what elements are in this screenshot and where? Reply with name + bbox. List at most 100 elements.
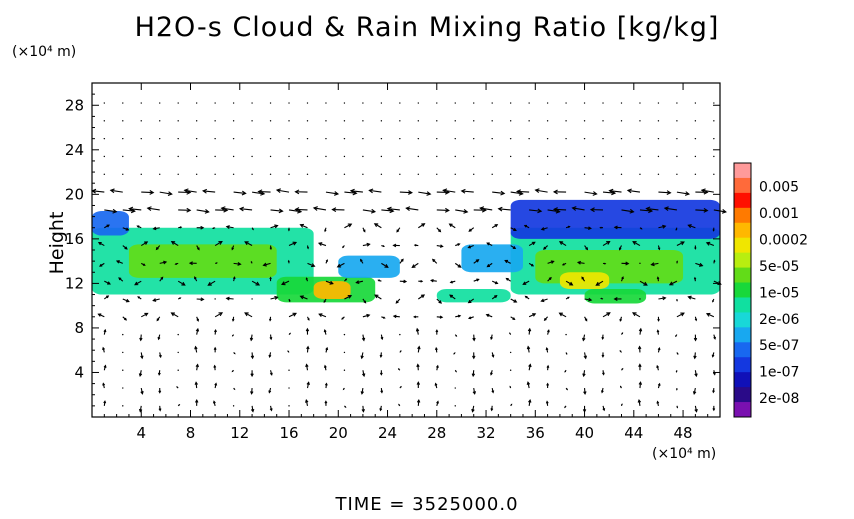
vector-arrow-head xyxy=(112,208,118,214)
vector-arrow-head xyxy=(233,388,236,391)
x-tick-label: 40 xyxy=(575,424,594,442)
vector-dot xyxy=(269,120,272,122)
vector-arrow-head xyxy=(602,372,605,376)
vector-arrow-head xyxy=(453,352,456,355)
vector-arrow-head xyxy=(334,191,340,196)
vector-arrow-head xyxy=(583,355,588,360)
vector-arrow-head xyxy=(543,246,547,250)
colorbar-swatch xyxy=(734,207,751,224)
vector-arrow-head xyxy=(608,188,614,194)
vector-dot xyxy=(269,155,272,158)
vector-dot xyxy=(251,155,253,158)
x-tick-label: 36 xyxy=(526,424,545,442)
vector-arrow xyxy=(288,209,302,213)
vector-arrow-head xyxy=(416,398,421,403)
vector-arrow xyxy=(664,207,677,211)
vector-arrow-head xyxy=(486,242,490,246)
vector-dot xyxy=(159,102,161,104)
vector-arrow-head xyxy=(305,327,310,332)
vector-arrow-head xyxy=(648,208,654,214)
vector-arrow-head xyxy=(524,295,528,299)
vector-arrow-head xyxy=(457,314,462,318)
vector-arrow-head xyxy=(668,281,674,286)
vector-arrow xyxy=(325,191,339,195)
vector-dot xyxy=(288,369,290,371)
vector-dot xyxy=(122,387,124,389)
vector-arrow-head xyxy=(712,300,715,303)
vector-arrow xyxy=(369,189,382,193)
cloud-fields xyxy=(92,199,720,304)
vector-dot xyxy=(362,155,364,158)
vector-dot xyxy=(417,120,420,122)
vector-arrow-head xyxy=(345,278,348,281)
vector-arrow-head xyxy=(103,400,107,404)
vector-arrow-head xyxy=(220,206,226,211)
vector-arrow-head xyxy=(218,240,223,245)
vector-arrow-head xyxy=(558,312,563,317)
vector-arrow-head xyxy=(268,354,272,359)
vector-dot xyxy=(325,173,327,175)
vector-dot xyxy=(177,173,179,175)
vector-arrow-head xyxy=(144,312,149,317)
vector-dot xyxy=(436,120,438,122)
vector-arrow-head xyxy=(241,190,247,196)
vector-dot xyxy=(583,173,586,175)
vector-arrow-head xyxy=(325,259,328,262)
vector-arrow-head xyxy=(370,208,377,214)
vector-dot xyxy=(232,405,235,407)
vector-arrow-head xyxy=(231,370,234,373)
vector-arrow xyxy=(104,209,117,213)
vector-arrow-head xyxy=(657,382,661,386)
x-tick-label: 24 xyxy=(378,424,397,442)
vector-dot xyxy=(399,173,401,175)
vector-arrow-head xyxy=(268,318,272,322)
vector-arrow-head xyxy=(128,206,134,212)
vector-arrow xyxy=(159,191,172,195)
vector-arrow-head xyxy=(250,260,253,263)
vector-arrow-head xyxy=(250,408,255,413)
vector-dot xyxy=(306,137,309,140)
vector-arrow xyxy=(214,241,223,247)
vector-dot xyxy=(343,173,346,175)
vector-arrow xyxy=(270,209,283,212)
vector-arrow xyxy=(646,207,659,211)
chart-title: H2O-s Cloud & Rain Mixing Ratio [kg/kg] xyxy=(134,12,720,43)
vector-arrow-head xyxy=(174,262,177,265)
vector-arrow-head xyxy=(611,190,617,196)
vector-dot xyxy=(657,120,660,122)
vector-arrow-head xyxy=(564,406,566,409)
vector-arrow-head xyxy=(250,391,254,395)
vector-dot xyxy=(491,155,493,158)
vector-arrow-head xyxy=(643,281,648,286)
vector-arrow-head xyxy=(416,381,421,385)
vector-dot xyxy=(140,102,142,104)
vector-arrow-head xyxy=(194,345,198,350)
vector-arrow-head xyxy=(619,350,622,352)
vector-arrow-head xyxy=(637,398,642,403)
vector-arrow xyxy=(226,226,234,229)
vector-arrow-head xyxy=(200,297,205,302)
vector-dot xyxy=(103,102,106,104)
vector-dot xyxy=(362,102,364,104)
vector-dot xyxy=(565,155,567,158)
cloud-region xyxy=(461,244,523,273)
vector-arrow xyxy=(596,280,604,286)
vector-arrow-head xyxy=(713,336,717,340)
vector-arrow-head xyxy=(512,317,516,320)
vector-arrow-head xyxy=(396,229,400,233)
vector-arrow-head xyxy=(362,229,366,233)
vector-arrow-head xyxy=(214,382,218,386)
vector-arrow-head xyxy=(712,390,715,394)
vector-arrow-head xyxy=(494,281,499,285)
vector-arrow xyxy=(695,209,708,212)
vector-arrow xyxy=(281,280,290,285)
vector-arrow-head xyxy=(360,258,363,262)
vector-arrow-head xyxy=(231,247,234,251)
vector-arrow-head xyxy=(329,280,334,285)
vector-arrow-head xyxy=(676,260,678,263)
vector-arrow-head xyxy=(186,207,192,213)
y-tick-label: 12 xyxy=(65,274,84,292)
vector-arrow-head xyxy=(479,206,485,211)
vector-dot xyxy=(269,137,272,140)
